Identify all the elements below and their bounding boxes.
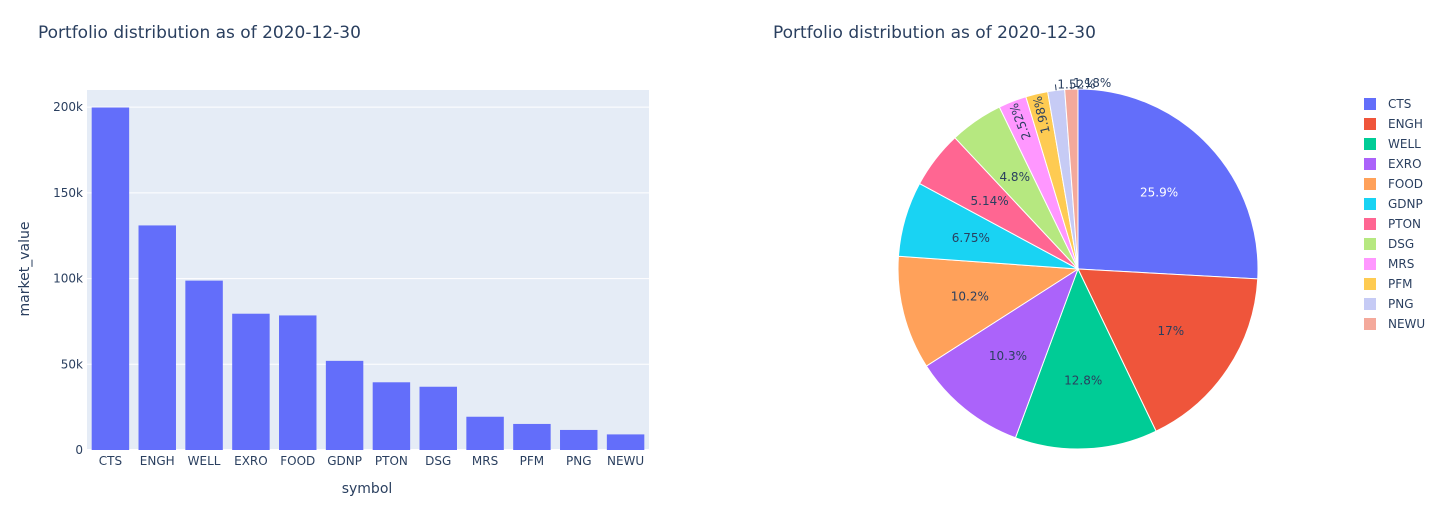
legend-label: WELL — [1388, 137, 1421, 151]
bar-x-tick-label: DSG — [425, 454, 451, 468]
bar-x-tick-label: MRS — [472, 454, 498, 468]
bar-x-axis-title: symbol — [342, 481, 393, 497]
pie-slice-exro[interactable] — [925, 267, 1079, 439]
bar-y-ticks: 0 50k 100k 150k 200k — [53, 100, 83, 457]
legend-swatch — [1364, 178, 1376, 190]
pie-slice-label: 1.18% — [1073, 76, 1111, 90]
pie-label-leader — [1054, 84, 1057, 91]
legend-item-dsg[interactable]: DSG — [1364, 237, 1414, 251]
pie-slice-label: 25.9% — [1140, 185, 1178, 199]
pie-slice-food[interactable] — [897, 255, 1080, 367]
pie-chart-title: Portfolio distribution as of 2020-12-30 — [773, 23, 1096, 43]
pie-slice-label: 6.75% — [952, 231, 990, 245]
legend-label: GDNP — [1388, 197, 1423, 211]
legend-label: ENGH — [1388, 117, 1423, 131]
legend-item-mrs[interactable]: MRS — [1364, 257, 1414, 271]
legend-swatch — [1364, 278, 1376, 290]
bar-x-tick-label: ENGH — [140, 454, 175, 468]
bar-y-tick-label: 200k — [53, 100, 83, 114]
legend-item-well[interactable]: WELL — [1364, 137, 1421, 151]
legend-swatch — [1364, 98, 1376, 110]
legend-label: NEWU — [1388, 317, 1425, 331]
pie-slice-newu[interactable] — [1064, 88, 1079, 270]
legend-swatch — [1364, 138, 1376, 150]
bar-x-tick-label: EXRO — [234, 454, 268, 468]
legend-label: MRS — [1388, 257, 1414, 271]
bar-gdnp[interactable] — [325, 360, 364, 450]
legend-swatch — [1364, 298, 1376, 310]
bar-plot-area — [87, 90, 649, 450]
legend-swatch — [1364, 258, 1376, 270]
pie-slice-label: 10.3% — [989, 349, 1027, 363]
legend-item-exro[interactable]: EXRO — [1364, 157, 1422, 171]
legend-label: PNG — [1388, 297, 1414, 311]
pie-slice-label: 17% — [1157, 324, 1184, 338]
pie-slice-label: 5.14% — [971, 194, 1009, 208]
legend-item-cts[interactable]: CTS — [1364, 97, 1411, 111]
pie-slice-label: 12.8% — [1064, 373, 1102, 387]
bar-food[interactable] — [279, 315, 317, 450]
legend-swatch — [1364, 118, 1376, 130]
bar-x-tick-label: CTS — [99, 454, 122, 468]
legend-item-food[interactable]: FOOD — [1364, 177, 1423, 191]
bar-x-tick-label: PFM — [520, 454, 545, 468]
bar-well[interactable] — [185, 280, 223, 450]
pie-slice-cts[interactable] — [1077, 88, 1259, 280]
bar-pfm[interactable] — [513, 423, 551, 450]
legend-swatch — [1364, 198, 1376, 210]
bar-cts[interactable] — [91, 107, 130, 450]
bar-mrs[interactable] — [466, 416, 504, 450]
bar-exro[interactable] — [232, 313, 270, 450]
pie-slice-well[interactable] — [1014, 267, 1157, 450]
legend-swatch — [1364, 218, 1376, 230]
legend-item-pfm[interactable]: PFM — [1364, 277, 1413, 291]
bar-newu[interactable] — [606, 434, 645, 450]
bar-dsg[interactable] — [419, 386, 457, 450]
bar-y-axis-title: market_value — [17, 222, 33, 317]
bar-pton[interactable] — [372, 382, 411, 450]
bar-y-tick-label: 0 — [75, 443, 83, 457]
pie-slice-label: 10.2% — [951, 290, 989, 304]
legend-label: DSG — [1388, 237, 1414, 251]
legend-item-engh[interactable]: ENGH — [1364, 117, 1423, 131]
bar-engh[interactable] — [138, 225, 176, 450]
legend-item-png[interactable]: PNG — [1364, 297, 1414, 311]
legend-label: FOOD — [1388, 177, 1423, 191]
legend-swatch — [1364, 158, 1376, 170]
bar-x-tick-label: PNG — [566, 454, 592, 468]
bar-chart-title: Portfolio distribution as of 2020-12-30 — [38, 23, 361, 43]
pie-slice-label: 1.52% — [1057, 77, 1095, 91]
bar-series — [91, 107, 645, 450]
bar-chart: Portfolio distribution as of 2020-12-30 … — [17, 23, 649, 497]
pie-slice-label: 4.8% — [999, 170, 1030, 184]
bar-x-tick-label: PTON — [375, 454, 408, 468]
legend-item-gdnp[interactable]: GDNP — [1364, 197, 1423, 211]
legend-item-pton[interactable]: PTON — [1364, 217, 1421, 231]
legend-label: PTON — [1388, 217, 1421, 231]
bar-png[interactable] — [560, 429, 598, 450]
legend-label: EXRO — [1388, 157, 1422, 171]
pie-legend[interactable]: CTS ENGH WELL EXRO FOOD GDNP PTON DSG MRS PFM PNG N… — [1364, 97, 1425, 331]
pie-labels: 25.9%17%12.8%10.3%10.2%6.75%5.14%4.8%2.5… — [951, 76, 1184, 387]
legend-label: CTS — [1388, 97, 1411, 111]
bar-x-tick-label: WELL — [188, 454, 221, 468]
bar-y-tick-label: 100k — [53, 272, 83, 286]
bar-y-tick-label: 150k — [53, 186, 83, 200]
bar-y-tick-label: 50k — [61, 357, 83, 371]
pie-slice-engh[interactable] — [1077, 268, 1259, 432]
bar-x-tick-label: FOOD — [280, 454, 315, 468]
bar-x-tick-label: GDNP — [327, 454, 362, 468]
legend-label: PFM — [1388, 277, 1413, 291]
bar-x-tick-label: NEWU — [607, 454, 644, 468]
bar-gridlines — [87, 106, 649, 451]
pie-chart: Portfolio distribution as of 2020-12-30 … — [773, 23, 1425, 450]
legend-item-newu[interactable]: NEWU — [1364, 317, 1425, 331]
legend-swatch — [1364, 318, 1376, 330]
legend-swatch — [1364, 238, 1376, 250]
pie-slices — [897, 88, 1259, 450]
bar-x-ticks: CTS ENGH WELL EXRO FOOD GDNP PTON DSG MRS PFM PNG N… — [99, 454, 644, 468]
